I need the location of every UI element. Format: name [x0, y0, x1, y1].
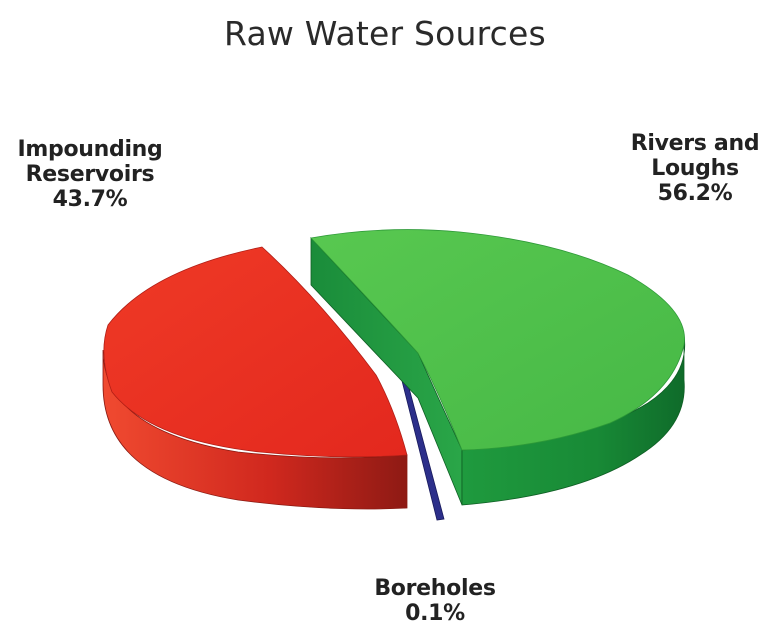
rivers-label-line2: Loughs: [651, 156, 739, 181]
pie-slice-reservoirs: [102, 246, 408, 510]
reservoirs-slice-top: [103, 246, 408, 458]
boreholes-label-line1: Boreholes: [374, 576, 496, 601]
chart-title: Raw Water Sources: [224, 14, 546, 53]
rivers-label-line1: Rivers and: [630, 131, 760, 156]
reservoirs-label-line1: Impounding: [17, 137, 163, 162]
rivers-slice-top: [310, 229, 685, 451]
rivers-value-label: 56.2%: [657, 181, 733, 206]
slice-label-rivers: Rivers and Loughs 56.2%: [620, 131, 770, 206]
pie-slice-rivers: [310, 229, 686, 506]
slice-label-reservoirs: Impounding Reservoirs 43.7%: [0, 137, 180, 212]
reservoirs-label-line2: Reservoirs: [25, 162, 155, 187]
slice-label-boreholes: Boreholes 0.1%: [355, 576, 515, 626]
boreholes-value-label: 0.1%: [405, 601, 465, 626]
reservoirs-slice-side: [102, 349, 408, 510]
reservoirs-value-label: 43.7%: [52, 187, 128, 212]
